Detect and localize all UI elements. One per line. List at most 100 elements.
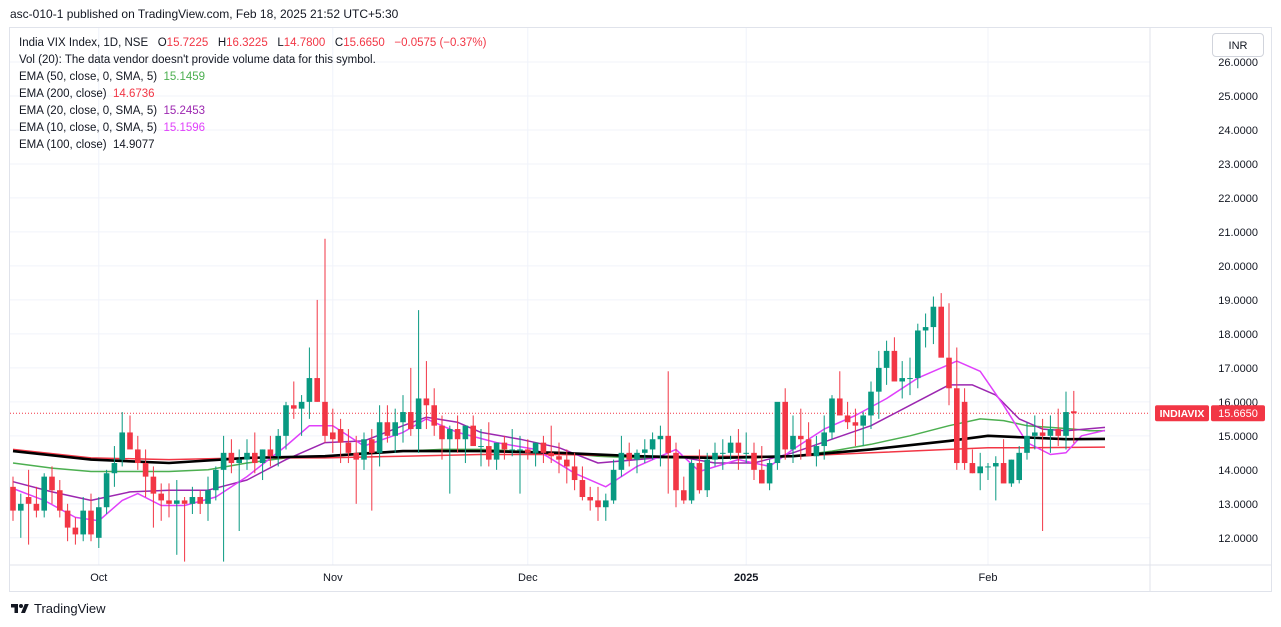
candle[interactable] xyxy=(478,429,484,467)
candle[interactable] xyxy=(135,435,141,470)
symbol-label[interactable]: India VIX Index, 1D, NSE xyxy=(19,37,149,49)
candle[interactable] xyxy=(681,476,687,504)
candle[interactable] xyxy=(423,361,430,430)
candle[interactable] xyxy=(985,463,991,481)
candle[interactable] xyxy=(267,435,274,467)
candle[interactable] xyxy=(127,415,133,450)
legend-ema200-row[interactable]: EMA (200, close) 14.6736 xyxy=(19,86,486,103)
candle[interactable] xyxy=(57,480,63,518)
candle[interactable] xyxy=(166,483,172,518)
candle[interactable] xyxy=(447,425,453,494)
candle[interactable] xyxy=(860,412,866,447)
candle[interactable] xyxy=(1055,408,1061,447)
candle[interactable] xyxy=(337,418,344,464)
candle[interactable] xyxy=(657,425,664,467)
candle[interactable] xyxy=(431,388,437,436)
candle[interactable] xyxy=(579,466,586,501)
candle[interactable] xyxy=(727,435,734,460)
candle[interactable] xyxy=(649,432,656,460)
candle[interactable] xyxy=(766,459,773,491)
candle[interactable] xyxy=(876,350,882,419)
candle[interactable] xyxy=(868,381,874,430)
candle[interactable] xyxy=(961,388,968,470)
candle[interactable] xyxy=(844,401,851,430)
candle[interactable] xyxy=(345,429,352,464)
currency-button[interactable]: INR xyxy=(1212,33,1264,57)
candle[interactable] xyxy=(603,493,609,521)
chart-frame[interactable] xyxy=(9,27,1272,592)
candle[interactable] xyxy=(41,473,47,518)
candle[interactable] xyxy=(306,347,313,419)
candle[interactable] xyxy=(509,429,515,457)
candle[interactable] xyxy=(946,303,952,406)
candle[interactable] xyxy=(454,415,461,453)
candle[interactable] xyxy=(1000,439,1007,484)
candle[interactable] xyxy=(392,408,398,453)
candle[interactable] xyxy=(969,449,976,474)
candle[interactable] xyxy=(291,381,297,419)
candle[interactable] xyxy=(486,422,492,467)
candle[interactable] xyxy=(774,401,781,470)
candle[interactable] xyxy=(805,422,812,457)
candle[interactable] xyxy=(64,503,71,542)
candle[interactable] xyxy=(938,293,944,358)
candle[interactable] xyxy=(782,388,788,460)
candle[interactable] xyxy=(595,486,601,521)
candle[interactable] xyxy=(540,435,547,464)
candle[interactable] xyxy=(298,395,305,436)
candle[interactable] xyxy=(283,401,289,450)
candle[interactable] xyxy=(704,452,710,498)
candle[interactable] xyxy=(829,395,835,440)
candle[interactable] xyxy=(618,435,625,477)
candle[interactable] xyxy=(252,432,258,474)
candle[interactable] xyxy=(330,408,336,453)
candle[interactable] xyxy=(922,313,929,348)
candle[interactable] xyxy=(1008,459,1015,487)
candle[interactable] xyxy=(891,337,898,382)
candle[interactable] xyxy=(205,476,211,521)
candle[interactable] xyxy=(18,493,24,538)
legend-ema100-row[interactable]: EMA (100, close) 14.9077 xyxy=(19,137,486,154)
candle[interactable] xyxy=(665,371,671,494)
candle[interactable] xyxy=(400,395,406,443)
candle[interactable] xyxy=(517,435,523,494)
candle[interactable] xyxy=(532,442,539,467)
candle[interactable] xyxy=(376,405,383,467)
candle[interactable] xyxy=(1047,415,1054,453)
candle[interactable] xyxy=(564,449,570,484)
candle[interactable] xyxy=(189,486,196,515)
legend-ema50-row[interactable]: EMA (50, close, 0, SMA, 5) 15.1459 xyxy=(19,69,486,86)
candle[interactable] xyxy=(142,449,149,498)
candle[interactable] xyxy=(228,439,235,474)
candle[interactable] xyxy=(10,476,16,521)
candle[interactable] xyxy=(384,405,391,443)
candle[interactable] xyxy=(1024,422,1030,460)
candle[interactable] xyxy=(25,469,32,545)
candle[interactable] xyxy=(587,486,593,511)
legend-ema10-row[interactable]: EMA (10, close, 0, SMA, 5) 15.1596 xyxy=(19,120,486,137)
candle[interactable] xyxy=(735,429,742,470)
candle[interactable] xyxy=(353,435,359,504)
legend-ohlc-row[interactable]: India VIX Index, 1D, NSE O15.7225 H16.32… xyxy=(19,35,486,52)
candle[interactable] xyxy=(49,466,55,504)
candle[interactable] xyxy=(72,517,79,545)
candle[interactable] xyxy=(571,452,578,491)
candle[interactable] xyxy=(415,310,422,453)
candle[interactable] xyxy=(626,442,632,467)
legend-vol-row[interactable]: Vol (20): The data vendor doesn't provid… xyxy=(19,52,486,69)
candle[interactable] xyxy=(369,429,375,511)
candle[interactable] xyxy=(642,439,648,464)
candle[interactable] xyxy=(813,435,820,467)
candle[interactable] xyxy=(244,439,250,470)
candle[interactable] xyxy=(837,371,843,416)
candle[interactable] xyxy=(899,361,905,399)
candle[interactable] xyxy=(548,425,554,464)
candle[interactable] xyxy=(907,357,913,396)
candle[interactable] xyxy=(236,449,242,532)
candle[interactable] xyxy=(883,340,890,385)
candle[interactable] xyxy=(993,456,999,501)
candle[interactable] xyxy=(977,452,983,491)
legend-ema20-row[interactable]: EMA (20, close, 0, SMA, 5) 15.2453 xyxy=(19,103,486,120)
candle[interactable] xyxy=(501,435,508,460)
candle[interactable] xyxy=(361,432,367,470)
